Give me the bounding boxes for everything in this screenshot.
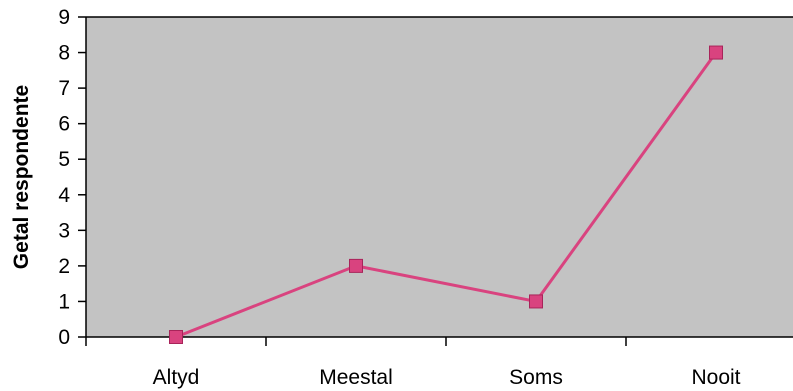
x-tick-label: Meestal bbox=[319, 366, 393, 389]
x-axis-ticks: Altyd Meestal Soms Nooit bbox=[85, 337, 741, 389]
y-axis-ticks: 0 1 2 3 4 5 6 7 8 9 bbox=[58, 6, 86, 349]
y-tick-label: 1 bbox=[58, 290, 70, 313]
data-point-marker bbox=[709, 45, 723, 60]
data-point-marker bbox=[349, 258, 363, 273]
y-tick-label: 6 bbox=[58, 113, 70, 136]
series-line bbox=[175, 51, 718, 339]
y-tick-label: 7 bbox=[58, 77, 70, 100]
series-group bbox=[169, 45, 723, 344]
y-tick-label: 3 bbox=[58, 219, 70, 242]
y-tick-label: 9 bbox=[58, 6, 70, 29]
y-tick-label: 5 bbox=[58, 148, 70, 171]
x-tick-label: Altyd bbox=[153, 366, 200, 389]
x-tick-label: Soms bbox=[509, 366, 563, 389]
y-tick-label: 2 bbox=[58, 255, 70, 278]
plot-area bbox=[86, 17, 793, 337]
y-tick-label: 4 bbox=[58, 184, 70, 207]
y-axis-title: Getal respondente bbox=[10, 85, 33, 269]
x-tick-label: Nooit bbox=[691, 366, 740, 389]
y-tick-label: 0 bbox=[58, 326, 70, 349]
y-tick-label: 8 bbox=[58, 42, 70, 65]
data-point-marker bbox=[169, 330, 183, 344]
data-point-marker bbox=[529, 294, 543, 309]
